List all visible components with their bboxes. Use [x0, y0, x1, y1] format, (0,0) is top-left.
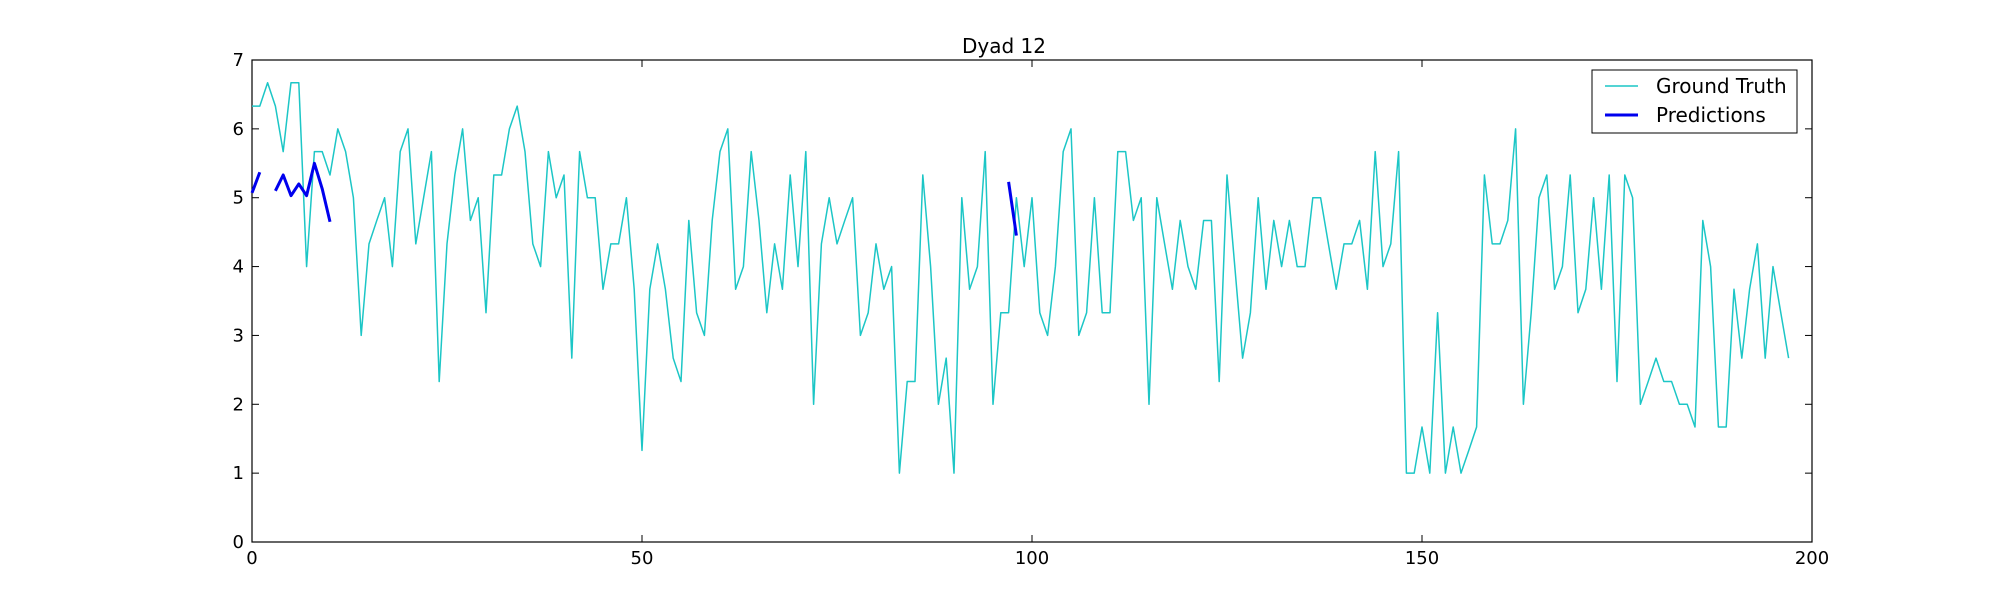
- legend-label-predictions: Predictions: [1656, 103, 1766, 127]
- legend: Ground Truth Predictions: [1591, 69, 1798, 134]
- x-tick-label: 0: [246, 548, 257, 569]
- y-tick-label: 0: [233, 532, 244, 553]
- y-tick-label: 2: [233, 394, 244, 415]
- y-tick-label: 7: [233, 50, 244, 71]
- x-tick-label: 50: [631, 548, 654, 569]
- y-tick-label: 4: [233, 257, 244, 278]
- legend-box: [1591, 69, 1798, 134]
- series-line-ground-truth: [252, 81, 1790, 474]
- plot-area: 0 50 100 150 200 0 1 2 3 4 5 6 7: [233, 50, 1830, 569]
- y-tick-label: 5: [233, 188, 244, 209]
- y-tick-label: 1: [233, 463, 244, 484]
- chart-title: Dyad 12: [962, 34, 1046, 58]
- x-tick-label: 100: [1015, 548, 1049, 569]
- series-line-predictions: [250, 171, 262, 194]
- y-tick-label: 6: [233, 119, 244, 140]
- series-line-predictions: [1007, 181, 1018, 236]
- x-tick-label: 150: [1405, 548, 1439, 569]
- y-tick-label: 3: [233, 325, 244, 346]
- legend-label-ground-truth: Ground Truth: [1656, 74, 1787, 98]
- series-line-predictions: [274, 161, 332, 223]
- x-tick-label: 200: [1795, 548, 1829, 569]
